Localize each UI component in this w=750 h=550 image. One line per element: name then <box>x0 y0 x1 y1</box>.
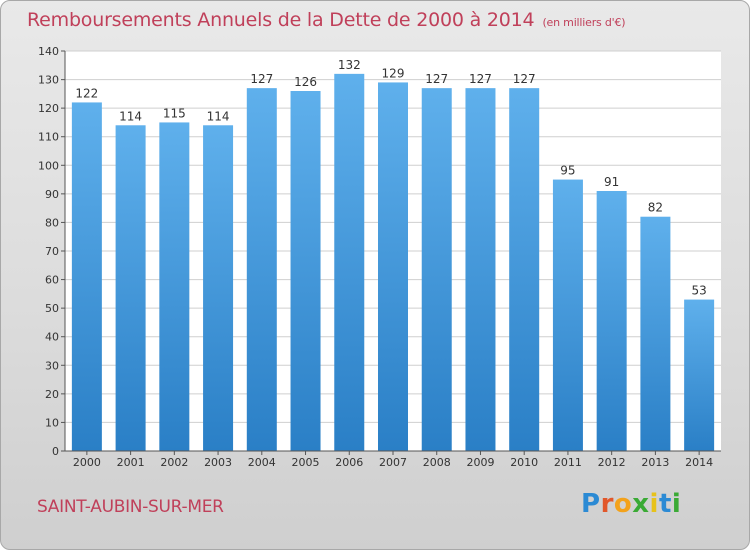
bar <box>509 88 540 452</box>
x-tick-label: 2007 <box>379 456 407 469</box>
bar-value-label: 127 <box>513 72 536 86</box>
bar-value-label: 53 <box>691 284 706 298</box>
bar-value-label: 115 <box>163 106 186 120</box>
x-tick-label: 2002 <box>160 456 188 469</box>
bar-value-label: 127 <box>425 72 448 86</box>
proxiti-logo: Proxiti <box>581 489 682 519</box>
bar <box>246 88 277 452</box>
bar <box>378 82 408 451</box>
bar <box>421 88 452 452</box>
chart-title: Remboursements Annuels de la Dette de 20… <box>27 9 626 31</box>
chart-title-text: Remboursements Annuels de la Dette de 20… <box>27 9 535 31</box>
bar-value-label: 127 <box>250 72 273 86</box>
x-tick-label: 2003 <box>204 456 232 469</box>
bar-value-label: 127 <box>469 72 492 86</box>
x-tick-label: 2009 <box>466 456 494 469</box>
x-tick-label: 2000 <box>73 456 101 469</box>
bar <box>334 73 365 451</box>
bar-value-label: 91 <box>604 175 619 189</box>
x-tick-label: 2014 <box>685 456 713 469</box>
y-tick-label: 70 <box>45 245 59 258</box>
chart-subtitle: (en milliers d'€) <box>542 16 626 29</box>
bar-value-label: 82 <box>648 201 663 215</box>
bar <box>684 299 715 451</box>
bar-value-label: 114 <box>119 109 142 123</box>
bar-value-label: 114 <box>207 109 230 123</box>
y-tick-label: 140 <box>38 45 59 58</box>
x-tick-label: 2013 <box>641 456 669 469</box>
x-tick-label: 2011 <box>554 456 582 469</box>
x-tick-label: 2001 <box>117 456 145 469</box>
bar <box>290 91 321 451</box>
bar-value-label: 129 <box>382 66 405 80</box>
x-tick-label: 2005 <box>292 456 320 469</box>
x-tick-label: 2004 <box>248 456 276 469</box>
bar <box>552 179 583 452</box>
y-tick-label: 30 <box>45 359 59 372</box>
y-tick-label: 130 <box>38 74 59 87</box>
x-tick-label: 2006 <box>335 456 363 469</box>
y-tick-label: 120 <box>38 102 59 115</box>
x-tick-label: 2008 <box>423 456 451 469</box>
bar-value-label: 132 <box>338 58 361 72</box>
y-tick-label: 80 <box>45 216 59 229</box>
y-tick-label: 90 <box>45 188 59 201</box>
y-tick-label: 110 <box>38 131 59 144</box>
bar <box>159 122 190 451</box>
y-tick-label: 0 <box>52 445 59 458</box>
bar <box>596 191 627 451</box>
bar <box>203 125 234 452</box>
y-tick-label: 100 <box>38 159 59 172</box>
bar-value-label: 95 <box>560 164 575 178</box>
bar <box>115 125 146 452</box>
y-tick-label: 40 <box>45 331 59 344</box>
bar <box>71 102 102 451</box>
x-tick-label: 2010 <box>510 456 538 469</box>
y-tick-label: 20 <box>45 388 59 401</box>
commune-name: SAINT-AUBIN-SUR-MER <box>37 497 224 517</box>
y-tick-label: 60 <box>45 274 59 287</box>
y-tick-label: 10 <box>45 416 59 429</box>
bar <box>465 88 496 452</box>
bar-value-label: 126 <box>294 75 317 89</box>
x-tick-label: 2012 <box>598 456 626 469</box>
y-tick-label: 50 <box>45 302 59 315</box>
bar <box>640 216 671 451</box>
bar-value-label: 122 <box>75 86 98 100</box>
